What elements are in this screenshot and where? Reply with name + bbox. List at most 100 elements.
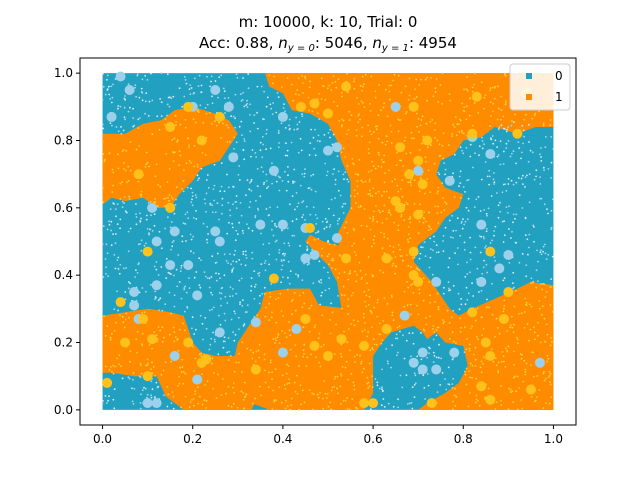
background-point — [141, 99, 144, 102]
background-point — [359, 84, 362, 87]
background-point — [437, 222, 440, 224]
background-point — [306, 245, 309, 248]
background-point — [244, 264, 247, 267]
background-point — [135, 213, 137, 216]
background-point — [512, 401, 515, 403]
background-point — [211, 211, 214, 214]
point-class0 — [210, 84, 221, 95]
background-point — [249, 201, 252, 203]
point-class1 — [359, 340, 370, 351]
background-point — [108, 395, 110, 398]
point-class1 — [183, 337, 194, 348]
background-point — [474, 246, 477, 249]
background-point — [386, 360, 389, 363]
background-point — [210, 80, 212, 83]
background-point — [322, 397, 324, 400]
background-point — [494, 260, 497, 262]
background-point — [302, 326, 305, 329]
background-point — [310, 128, 312, 131]
background-point — [308, 263, 310, 265]
background-point — [496, 192, 498, 194]
background-point — [121, 206, 124, 209]
background-point — [407, 403, 409, 405]
background-point — [408, 94, 411, 97]
background-point — [314, 154, 317, 157]
background-point — [117, 130, 120, 133]
point-class1 — [183, 101, 194, 112]
point-class1 — [395, 202, 406, 213]
background-point — [274, 240, 277, 243]
background-point — [216, 252, 219, 255]
background-point — [196, 163, 199, 166]
background-point — [403, 139, 406, 142]
background-point — [285, 399, 287, 402]
background-point — [311, 392, 314, 395]
background-point — [209, 85, 212, 88]
background-point — [250, 189, 253, 192]
background-point — [248, 188, 251, 191]
background-point — [280, 86, 283, 88]
background-point — [542, 282, 544, 285]
background-point — [320, 281, 323, 284]
background-point — [314, 324, 317, 327]
background-point — [256, 185, 259, 188]
background-point — [234, 201, 237, 204]
background-point — [504, 103, 507, 106]
point-class0 — [291, 324, 302, 335]
background-point — [286, 288, 289, 291]
background-point — [224, 340, 226, 343]
background-point — [545, 323, 548, 326]
background-point — [205, 192, 208, 195]
background-point — [413, 372, 416, 375]
background-point — [363, 238, 365, 241]
background-point — [456, 247, 459, 249]
background-point — [206, 241, 209, 244]
background-point — [438, 143, 441, 146]
background-point — [390, 130, 393, 133]
background-point — [174, 336, 177, 338]
background-point — [117, 153, 119, 156]
background-point — [164, 303, 167, 306]
background-point — [227, 186, 230, 189]
background-point — [413, 256, 416, 259]
background-point — [140, 190, 143, 193]
background-point — [198, 284, 201, 286]
background-point — [423, 329, 426, 332]
background-point — [432, 361, 435, 363]
background-point — [329, 401, 332, 404]
background-point — [503, 277, 506, 280]
background-point — [427, 211, 430, 214]
background-point — [342, 173, 345, 176]
background-point — [316, 139, 319, 142]
point-class0 — [223, 101, 234, 112]
background-point — [426, 373, 429, 375]
background-point — [232, 260, 235, 263]
background-point — [150, 394, 153, 397]
background-point — [224, 112, 226, 114]
background-point — [478, 145, 481, 148]
background-point — [266, 187, 268, 190]
background-point — [502, 355, 505, 357]
background-point — [235, 361, 238, 364]
background-point — [452, 284, 455, 287]
background-point — [443, 286, 445, 289]
point-class1 — [138, 313, 149, 324]
background-point — [341, 294, 343, 296]
background-point — [321, 247, 323, 250]
background-point — [376, 315, 379, 318]
background-point — [296, 128, 298, 131]
background-point — [542, 407, 545, 409]
background-point — [460, 327, 462, 329]
background-point — [433, 235, 435, 238]
background-point — [366, 282, 368, 285]
background-point — [333, 353, 336, 355]
background-point — [104, 93, 107, 96]
background-point — [281, 264, 284, 267]
background-point — [217, 353, 220, 356]
background-point — [139, 220, 142, 223]
point-class0 — [151, 398, 162, 409]
background-point — [163, 198, 165, 200]
background-point — [462, 109, 465, 112]
background-point — [549, 119, 552, 121]
background-point — [319, 365, 322, 368]
